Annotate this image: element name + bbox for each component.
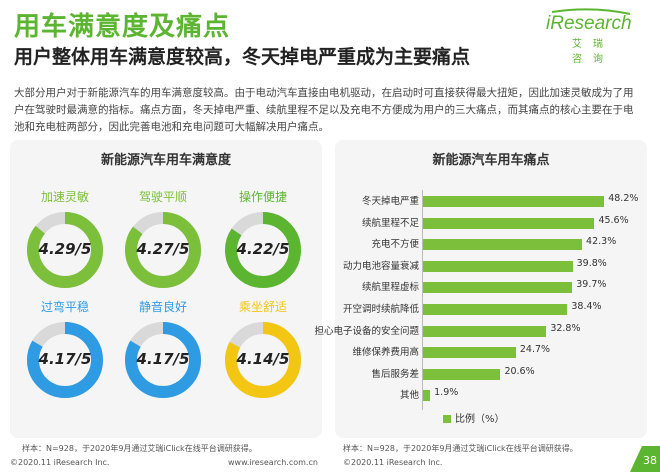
- satisfaction-donut: [27, 212, 103, 288]
- satisfaction-donut: [125, 322, 201, 398]
- satisfaction-item-label: 操作便捷: [238, 190, 287, 204]
- description-text: 大部分用户对于新能源汽车的用车满意度较高。由于电动汽车直接由电机驱动，在启动时可…: [14, 87, 634, 133]
- satisfaction-item-value: 4.14/5: [236, 350, 290, 368]
- chart-bar: [423, 304, 568, 315]
- chart-bar: [423, 390, 431, 402]
- chart-category-label: 续航里程不足: [361, 217, 419, 229]
- chart-category-label: 售后服务差: [371, 368, 419, 380]
- chart-value-label: 32.8%: [550, 322, 581, 334]
- satisfaction-item-label: 加速灵敏: [40, 190, 89, 204]
- chart-bar: [423, 239, 583, 251]
- chart-bar: [423, 325, 547, 337]
- chart-bar-row: 动力电池容量衰减 39.8%: [335, 257, 647, 275]
- legend-label: 比例（%）: [455, 414, 505, 425]
- donut-arc: [27, 322, 103, 398]
- satisfaction-donut: [225, 322, 301, 398]
- iresearch-logo: iResearch 艾瑞咨询: [532, 8, 632, 65]
- satisfaction-item: 静音良好 4.17/5: [118, 298, 208, 422]
- chart-bar-row: 续航里程不足 45.6%: [335, 214, 647, 232]
- chart-bar: [423, 260, 573, 272]
- donut-arc: [27, 212, 103, 288]
- footer-url[interactable]: www.iresearch.com.cn: [228, 458, 318, 467]
- chart-value-label: 42.3%: [586, 236, 617, 248]
- logo-sub: 艾瑞咨询: [572, 39, 614, 65]
- chart-value-label: 38.4%: [571, 301, 602, 312]
- chart-bar: [423, 368, 501, 380]
- satisfaction-item-value: 4.22/5: [236, 240, 290, 258]
- chart-category-label: 维修保养费用高: [352, 347, 419, 359]
- satisfaction-item: 操作便捷 4.22/5: [218, 188, 308, 312]
- satisfaction-donut: [27, 322, 103, 398]
- page-title: 用车满意度及痛点: [14, 12, 231, 42]
- logo-brand: iResearch: [546, 13, 632, 34]
- chart-bar: [423, 196, 605, 207]
- sample-note-left: 样本：N=928，于2020年9月通过艾瑞iClick在线平台调研获得。: [22, 444, 257, 453]
- chart-bar: [423, 282, 573, 294]
- satisfaction-item-label: 过弯平稳: [40, 300, 89, 314]
- chart-bar-row: 维修保养费用高 24.7%: [335, 343, 647, 361]
- chart-bar-row: 充电不方便 42.3%: [335, 235, 647, 253]
- chart-bar-row: 续航里程虚标 39.7%: [335, 278, 647, 296]
- chart-bar-row: 售后服务差 20.6%: [335, 365, 647, 383]
- legend-swatch: [443, 415, 451, 423]
- satisfaction-item-value: 4.17/5: [38, 350, 92, 368]
- chart-category-label: 开空调时续航降低: [342, 304, 419, 315]
- pain-points-panel: 新能源汽车用车痛点 冬天掉电严重 48.2% 续航里程不足 45.6% 充电不方便 42.…: [314, 140, 647, 438]
- chart-category-label: 动力电池容量衰减: [342, 260, 419, 272]
- pain-points-panel-title: 新能源汽车用车痛点: [432, 153, 550, 168]
- chart-bar: [423, 217, 595, 229]
- page-number: 38: [630, 446, 660, 472]
- sample-note-right: 样本：N=928，于2020年9月通过艾瑞iClick在线平台调研获得。: [343, 444, 578, 453]
- chart-category-label: 充电不方便: [371, 239, 419, 251]
- footer-copyright-left: ©2020.11 iResearch Inc.: [10, 458, 110, 467]
- donut-arc: [125, 212, 201, 288]
- chart-value-label: 45.6%: [598, 214, 629, 226]
- satisfaction-item: 驾驶平顺 4.27/5: [118, 188, 208, 312]
- chart-category-label: 续航里程虚标: [361, 282, 419, 294]
- footer-copyright-right: ©2020.11 iResearch Inc.: [343, 458, 443, 467]
- satisfaction-item-value: 4.17/5: [136, 350, 190, 368]
- satisfaction-donut: [225, 212, 301, 288]
- satisfaction-item-label: 乘坐舒适: [238, 300, 287, 314]
- chart-category-label: 其他: [399, 390, 419, 402]
- chart-value-label: 39.7%: [576, 279, 607, 291]
- satisfaction-item-value: 4.29/5: [38, 240, 92, 258]
- chart-axis-line: [422, 190, 423, 410]
- chart-value-label: 48.2%: [608, 193, 639, 204]
- page-subtitle: 用户整体用车满意度较高，冬天掉电严重成为主要痛点: [14, 46, 471, 68]
- chart-value-label: 24.7%: [519, 344, 551, 356]
- chart-value-label: 39.8%: [576, 257, 607, 269]
- satisfaction-item: 过弯平稳 4.17/5: [20, 298, 110, 422]
- chart-value-label: 1.9%: [434, 387, 459, 399]
- satisfaction-item-label: 静音良好: [138, 300, 187, 314]
- chart-bar-row: 冬天掉电严重 48.2%: [335, 192, 647, 210]
- satisfaction-item-value: 4.27/5: [136, 240, 190, 258]
- donut-arc: [225, 322, 301, 398]
- satisfaction-item-label: 驾驶平顺: [138, 190, 187, 204]
- satisfaction-panel-title: 新能源汽车用车满意度: [100, 153, 231, 168]
- satisfaction-item: 乘坐舒适 4.14/5: [218, 298, 308, 422]
- satisfaction-panel: 新能源汽车用车满意度 加速灵敏 4.29/5 驾驶平顺 4.27/5 操作便捷 4.22/…: [10, 140, 322, 438]
- chart-bar-row: 开空调时续航降低 38.4%: [335, 300, 647, 318]
- donut-arc: [125, 322, 201, 398]
- chart-bar-row: 其他 1.9%: [335, 386, 647, 404]
- chart-category-label: 担心电子设备的安全问题: [314, 325, 419, 337]
- chart-value-label: 20.6%: [504, 365, 535, 377]
- donut-arc: [225, 212, 301, 288]
- chart-bar-row: 担心电子设备的安全问题 32.8%: [314, 322, 647, 340]
- logo-swoosh-icon: [551, 8, 631, 15]
- satisfaction-item: 加速灵敏 4.29/5: [20, 188, 110, 312]
- chart-legend: 比例（%）: [443, 410, 505, 425]
- chart-bar: [423, 347, 516, 359]
- satisfaction-donut: [125, 212, 201, 288]
- chart-category-label: 冬天掉电严重: [361, 196, 419, 207]
